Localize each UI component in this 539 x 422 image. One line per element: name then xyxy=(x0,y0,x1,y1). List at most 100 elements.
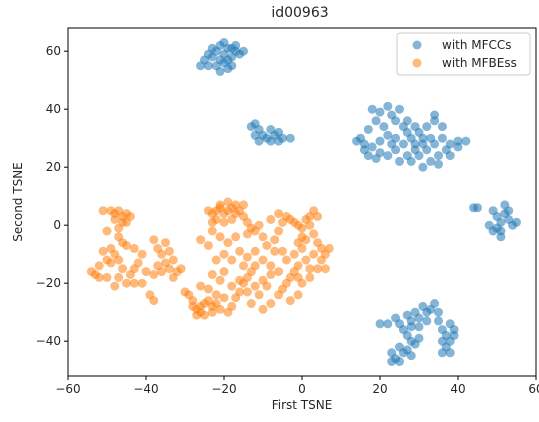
data-point-mfbess-114 xyxy=(239,261,248,271)
y-tick-label: 60 xyxy=(46,44,61,58)
data-point-mfccs-109 xyxy=(484,220,494,230)
data-point-mfccs-130 xyxy=(387,348,397,358)
data-point-mfccs-33 xyxy=(285,133,295,143)
data-point-mfccs-74 xyxy=(434,151,443,161)
x-tick-label: −60 xyxy=(55,382,80,396)
data-point-mfbess-175 xyxy=(270,246,280,256)
data-point-mfccs-35 xyxy=(266,136,276,146)
data-point-mfbess-161 xyxy=(305,220,315,230)
data-point-mfbess-177 xyxy=(309,249,319,259)
legend-marker-mfbess xyxy=(412,58,422,68)
data-point-mfccs-38 xyxy=(367,104,377,114)
x-tick-label: 20 xyxy=(372,382,387,396)
data-point-mfccs-52 xyxy=(383,151,393,161)
data-point-mfccs-67 xyxy=(414,151,424,161)
data-point-mfccs-145 xyxy=(375,319,385,329)
data-point-mfbess-7 xyxy=(114,223,124,233)
data-point-mfbess-156 xyxy=(297,223,307,233)
data-point-mfbess-148 xyxy=(262,241,272,250)
y-tick-label: 40 xyxy=(46,102,61,116)
data-point-mfbess-172 xyxy=(305,272,315,282)
data-point-mfccs-50 xyxy=(367,142,377,152)
data-point-mfccs-120 xyxy=(430,299,440,308)
data-point-mfccs-45 xyxy=(379,122,389,132)
x-tick-label: −20 xyxy=(211,382,236,396)
data-point-mfccs-107 xyxy=(512,217,521,227)
data-point-mfbess-9 xyxy=(102,226,112,236)
data-point-mfbess-141 xyxy=(231,200,241,210)
data-point-mfbess-179 xyxy=(266,214,276,224)
data-point-mfbess-94 xyxy=(266,299,276,308)
data-point-mfbess-117 xyxy=(211,255,221,265)
plot-frame xyxy=(67,27,537,377)
data-point-mfbess-50 xyxy=(149,270,159,279)
data-point-mfbess-113 xyxy=(242,252,252,262)
data-point-mfbess-139 xyxy=(215,200,225,210)
data-point-mfbess-89 xyxy=(266,270,276,279)
data-point-mfbess-21 xyxy=(110,281,120,291)
data-point-mfccs-75 xyxy=(426,156,436,166)
data-point-mfbess-93 xyxy=(258,304,268,314)
data-point-mfbess-70 xyxy=(203,284,213,294)
data-point-mfbess-178 xyxy=(242,229,252,239)
data-point-mfbess-104 xyxy=(289,249,299,259)
data-point-mfbess-160 xyxy=(313,212,323,221)
data-point-mfccs-65 xyxy=(395,156,404,166)
data-point-mfccs-84 xyxy=(383,130,393,140)
data-point-mfbess-22 xyxy=(122,278,131,288)
data-point-mfbess-137 xyxy=(219,217,229,227)
data-point-mfbess-53 xyxy=(149,296,159,306)
data-point-mfbess-76 xyxy=(227,301,237,311)
data-point-mfbess-71 xyxy=(215,275,225,285)
data-point-mfccs-36 xyxy=(246,122,256,132)
data-point-mfbess-112 xyxy=(250,246,260,256)
data-point-mfbess-171 xyxy=(313,264,323,274)
data-point-mfbess-45 xyxy=(164,246,174,256)
data-point-mfccs-86 xyxy=(359,145,369,155)
data-point-mfccs-21 xyxy=(239,46,248,56)
data-point-mfbess-149 xyxy=(270,235,280,245)
y-tick-label: 0 xyxy=(53,218,61,232)
data-point-mfccs-80 xyxy=(461,136,471,146)
data-point-mfbess-14 xyxy=(94,261,104,271)
data-point-mfbess-25 xyxy=(133,258,143,268)
x-tick-label: 40 xyxy=(450,382,465,396)
data-point-mfbess-100 xyxy=(293,261,303,271)
data-point-mfbess-11 xyxy=(125,212,135,221)
y-tick-label: 20 xyxy=(46,160,61,174)
data-point-mfbess-170 xyxy=(320,264,330,274)
data-point-mfccs-46 xyxy=(363,125,373,134)
data-point-mfccs-44 xyxy=(371,116,381,126)
data-point-mfbess-20 xyxy=(114,272,124,282)
data-point-mfbess-86 xyxy=(242,287,252,297)
data-point-mfccs-22 xyxy=(203,49,213,59)
data-point-mfbess-42 xyxy=(164,264,174,274)
data-point-mfccs-116 xyxy=(414,313,424,323)
data-point-mfbess-118 xyxy=(223,238,233,248)
data-point-mfccs-88 xyxy=(430,110,440,120)
data-point-mfccs-92 xyxy=(387,139,397,149)
data-point-mfccs-56 xyxy=(398,139,408,149)
data-point-mfccs-16 xyxy=(215,67,225,76)
data-point-mfccs-76 xyxy=(418,162,428,172)
data-point-mfbess-140 xyxy=(223,197,233,207)
data-point-mfbess-142 xyxy=(239,200,248,210)
data-point-mfccs-81 xyxy=(410,122,420,132)
data-point-mfbess-180 xyxy=(274,209,284,219)
data-point-mfccs-90 xyxy=(398,122,408,132)
data-point-mfccs-146 xyxy=(414,322,424,332)
data-point-mfbess-90 xyxy=(262,281,272,291)
data-point-mfccs-89 xyxy=(391,116,401,126)
data-point-mfccs-133 xyxy=(406,351,416,361)
points-layer xyxy=(86,38,521,366)
data-point-mfbess-26 xyxy=(137,249,147,259)
data-point-mfbess-164 xyxy=(309,229,319,239)
data-point-mfbess-101 xyxy=(274,267,284,277)
data-point-mfccs-149 xyxy=(422,316,432,326)
data-point-mfbess-73 xyxy=(196,281,206,291)
data-point-mfbess-19 xyxy=(118,264,128,274)
data-point-mfccs-78 xyxy=(445,151,455,161)
x-tick-label: 0 xyxy=(298,382,306,396)
data-point-mfbess-31 xyxy=(106,258,116,268)
